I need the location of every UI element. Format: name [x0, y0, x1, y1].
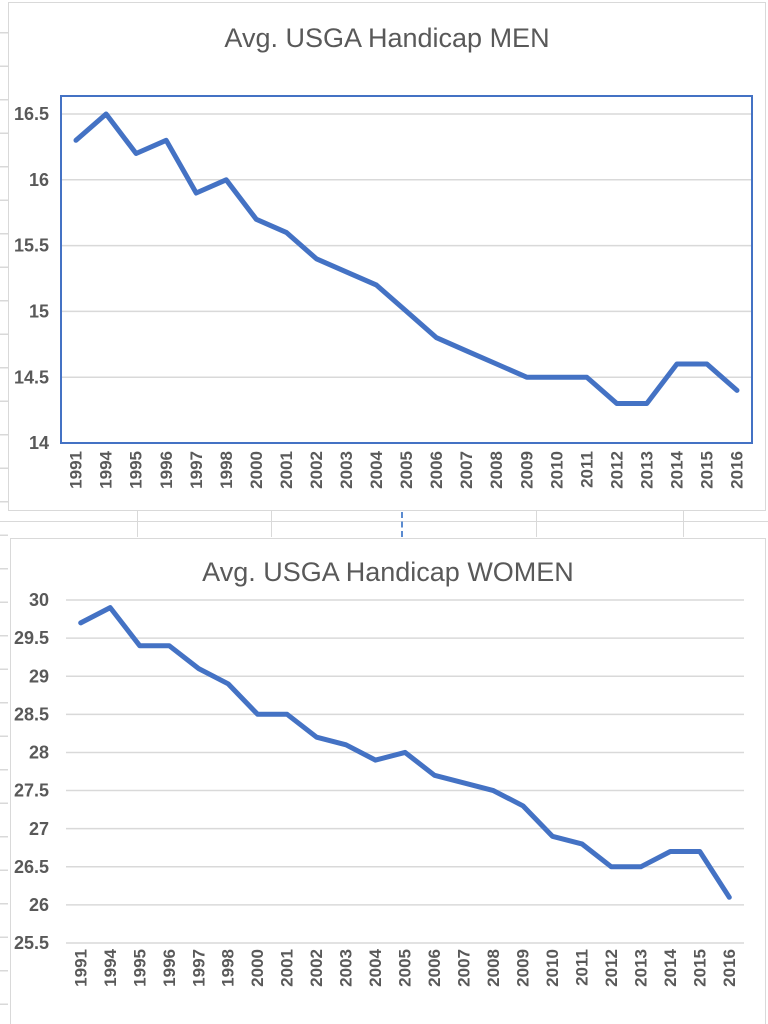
x-axis-tick-label: 2008 — [487, 451, 506, 489]
women-chart[interactable]: Avg. USGA Handicap WOMEN 30 29.5 29 28.5 28 2… — [10, 538, 766, 1024]
x-axis-tick-label: 2014 — [668, 450, 687, 488]
x-axis-tick-label: 2003 — [337, 451, 356, 489]
x-axis-tick-label: 2007 — [455, 949, 474, 987]
x-axis-tick-label: 2003 — [337, 949, 356, 987]
women-chart-title: Avg. USGA Handicap WOMEN — [202, 557, 574, 587]
y-axis-tick-label: 14.5 — [14, 367, 49, 387]
y-axis-tick-label: 15 — [29, 302, 49, 322]
x-axis-tick-label: 2013 — [637, 451, 656, 489]
worksheet-column-border — [536, 511, 537, 537]
worksheet-column-border — [137, 511, 138, 537]
x-axis-tick-label: 2004 — [367, 450, 386, 488]
x-axis-tick-label: 2006 — [427, 451, 446, 489]
y-axis-tick-label: 27 — [29, 819, 49, 839]
y-axis-tick-label: 27.5 — [14, 781, 49, 801]
x-axis-tick-label: 2016 — [728, 451, 747, 489]
x-axis-tick-label: 2015 — [698, 451, 717, 489]
x-axis-tick-label: 1994 — [97, 450, 116, 488]
x-axis-tick-label: 2013 — [631, 949, 650, 987]
x-axis-tick-label: 1998 — [219, 949, 238, 987]
y-axis-tick-label: 16.5 — [14, 104, 49, 124]
x-axis-tick-label: 2001 — [278, 949, 297, 987]
x-axis-tick-label: 2011 — [577, 451, 596, 488]
x-axis-tick-label: 1996 — [157, 451, 176, 489]
y-axis-tick-label: 28 — [29, 743, 49, 763]
x-axis-tick-label: 1997 — [187, 451, 206, 489]
x-axis-tick-label: 2000 — [248, 949, 267, 987]
x-axis-tick-label: 2008 — [484, 949, 503, 987]
x-axis-tick-label: 1997 — [189, 949, 208, 987]
series-line — [73, 111, 740, 406]
x-axis-tick-label: 2014 — [661, 948, 680, 986]
y-axis-tick-label: 26.5 — [14, 857, 49, 877]
men-chart-title: Avg. USGA Handicap MEN — [224, 23, 550, 53]
women-chart-plot-svg: 30 29.5 29 28.5 28 27.5 27 26.5 26 25.5 1991 1994 19… — [14, 590, 744, 987]
x-axis-tick-label: 1995 — [127, 451, 146, 489]
men-chart[interactable]: Avg. USGA Handicap MEN 16.5 16 15.5 15 14.5 1… — [8, 2, 766, 511]
x-axis-tick-label: 2004 — [366, 948, 385, 986]
x-axis-tick-label: 1994 — [101, 948, 120, 986]
y-axis-tick-label: 15.5 — [14, 236, 49, 256]
y-axis-tick-label: 25.5 — [14, 933, 49, 953]
x-axis-tick-label: 2002 — [307, 451, 326, 489]
series-line — [78, 605, 732, 900]
x-axis-tick-label: 2005 — [396, 949, 415, 987]
worksheet-left-row-ticks — [0, 0, 8, 1024]
x-axis-tick-label: 2000 — [247, 451, 266, 489]
y-axis-tick-label: 26 — [29, 895, 49, 915]
x-axis-tick-label: 1991 — [71, 949, 90, 987]
x-axis-tick-label: 2007 — [457, 451, 476, 489]
worksheet-column-border — [271, 511, 272, 537]
x-axis-tick-label: 2011 — [572, 949, 591, 986]
x-axis-tick-label: 2010 — [547, 451, 566, 489]
x-axis-tick-label: 1995 — [130, 949, 149, 987]
x-axis-tick-label: 1996 — [160, 949, 179, 987]
y-axis-tick-label: 29.5 — [14, 628, 49, 648]
x-axis-tick-label: 2009 — [517, 451, 536, 489]
y-axis-tick-label: 16 — [29, 170, 49, 190]
x-axis-tick-label: 2012 — [607, 451, 626, 489]
x-axis-tick-label: 2006 — [425, 949, 444, 987]
page-break-indicator — [401, 512, 403, 537]
worksheet-row-line — [0, 521, 768, 522]
worksheet-column-border — [683, 511, 684, 537]
x-axis-tick-label: 2005 — [397, 451, 416, 489]
y-axis-tick-label: 29 — [29, 666, 49, 686]
y-axis-tick-label: 30 — [29, 590, 49, 610]
x-axis-tick-label: 2015 — [690, 949, 709, 987]
x-axis-tick-label: 2001 — [277, 451, 296, 489]
x-axis-tick-label: 2012 — [602, 949, 621, 987]
y-axis-tick-label: 28.5 — [14, 704, 49, 724]
x-axis-tick-label: 2009 — [514, 949, 533, 987]
x-axis-tick-label: 2010 — [543, 949, 562, 987]
men-chart-plot-svg: 16.5 16 15.5 15 14.5 14 1991 1994 1995 1996 1997 19… — [14, 95, 753, 489]
plot-area-border — [60, 95, 753, 444]
x-axis-tick-label: 1991 — [67, 451, 86, 489]
x-axis-tick-label: 1998 — [217, 451, 236, 489]
x-axis-tick-label: 2016 — [720, 949, 739, 987]
y-axis-tick-label: 14 — [29, 433, 49, 453]
x-axis-tick-label: 2002 — [307, 949, 326, 987]
